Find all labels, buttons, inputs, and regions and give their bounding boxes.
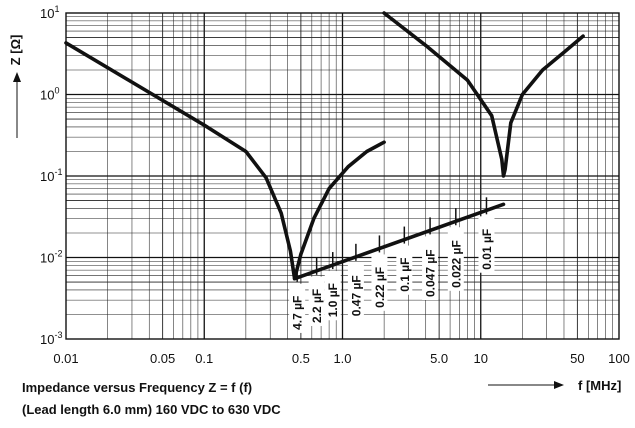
y-tick-label: 10-3 xyxy=(40,330,62,347)
capacitance-label-text: 0.047 µF xyxy=(424,249,438,297)
capacitance-label-box xyxy=(347,262,364,320)
capacitance-label-box xyxy=(308,276,325,326)
capacitance-label-text: 2.2 µF xyxy=(310,289,324,323)
capacitance-label: 1.0 µF xyxy=(324,252,341,321)
capacitance-label-text: 0.022 µF xyxy=(449,240,463,288)
x-tick-label: 50 xyxy=(570,351,584,366)
x-axis-arrowhead xyxy=(554,381,564,389)
capacitance-label-text: 0.47 µF xyxy=(349,275,363,316)
capacitance-label: 4.7 µF xyxy=(289,264,306,333)
capacitance-label-text: 0.22 µF xyxy=(373,267,387,308)
x-tick-label: 0.5 xyxy=(292,351,310,366)
capacitance-label: 0.047 µF xyxy=(422,217,439,300)
x-axis-label: f [MHz] xyxy=(578,378,621,393)
capacitance-label-text: 1.0 µF xyxy=(326,283,340,317)
capacitance-label-box xyxy=(396,245,413,295)
x-tick-label: 10 xyxy=(474,351,488,366)
capacitance-label-text: 0.01 µF xyxy=(480,229,494,270)
x-axis-ticks: 0.01 0.05 0.1 0.5 1.0 5.0 10 50 100 xyxy=(53,351,630,366)
caption-line-2: (Lead length 6.0 mm) 160 VDC to 630 VDC xyxy=(22,402,281,417)
x-tick-label: 5.0 xyxy=(430,351,448,366)
capacitance-label: 0.47 µF xyxy=(347,243,364,320)
x-tick-label: 100 xyxy=(608,351,630,366)
x-tick-label: 0.01 xyxy=(53,351,78,366)
capacitance-label: 2.2 µF xyxy=(308,257,325,326)
capacitance-label-box xyxy=(422,236,439,300)
x-tick-label: 0.1 xyxy=(195,351,213,366)
x-tick-label: 1.0 xyxy=(333,351,351,366)
y-axis-ticks: 101 100 10-1 10-2 10-3 xyxy=(40,4,62,347)
capacitance-label-box xyxy=(371,254,388,311)
impedance-curves xyxy=(64,11,585,281)
x-tick-label: 0.05 xyxy=(150,351,175,366)
plot-frame xyxy=(65,12,620,340)
capacitance-label: 0.01 µF xyxy=(478,197,495,273)
capacitance-label-box xyxy=(289,283,306,333)
impedance-curve-3 xyxy=(292,202,506,281)
capacitance-label-text: 4.7 µF xyxy=(291,296,305,330)
y-tick-label: 10-2 xyxy=(40,249,62,266)
y-axis-label: Z [Ω] xyxy=(8,35,23,66)
capacitance-label-text: 0.1 µF xyxy=(398,258,412,292)
capacitance-label-box xyxy=(324,271,341,321)
y-tick-label: 101 xyxy=(40,4,59,21)
capacitance-label: 0.022 µF xyxy=(447,208,464,291)
capacitance-label: 0.22 µF xyxy=(371,235,388,311)
caption-line-1: Impedance versus Frequency Z = f (f) xyxy=(22,380,253,395)
y-axis-arrowhead xyxy=(13,72,21,82)
capacitance-label: 0.1 µF xyxy=(396,226,413,295)
capacitance-labels: 4.7 µF 2.2 µF 1.0 µF 0.47 µF 0.22 µF 0.1 µF 0.… xyxy=(289,197,495,333)
chart-grid xyxy=(66,13,619,339)
y-tick-label: 10-1 xyxy=(40,167,62,184)
capacitance-label-box xyxy=(478,216,495,273)
capacitance-label-box xyxy=(447,227,464,291)
y-tick-label: 100 xyxy=(40,86,59,103)
impedance-curve-2 xyxy=(382,11,585,178)
